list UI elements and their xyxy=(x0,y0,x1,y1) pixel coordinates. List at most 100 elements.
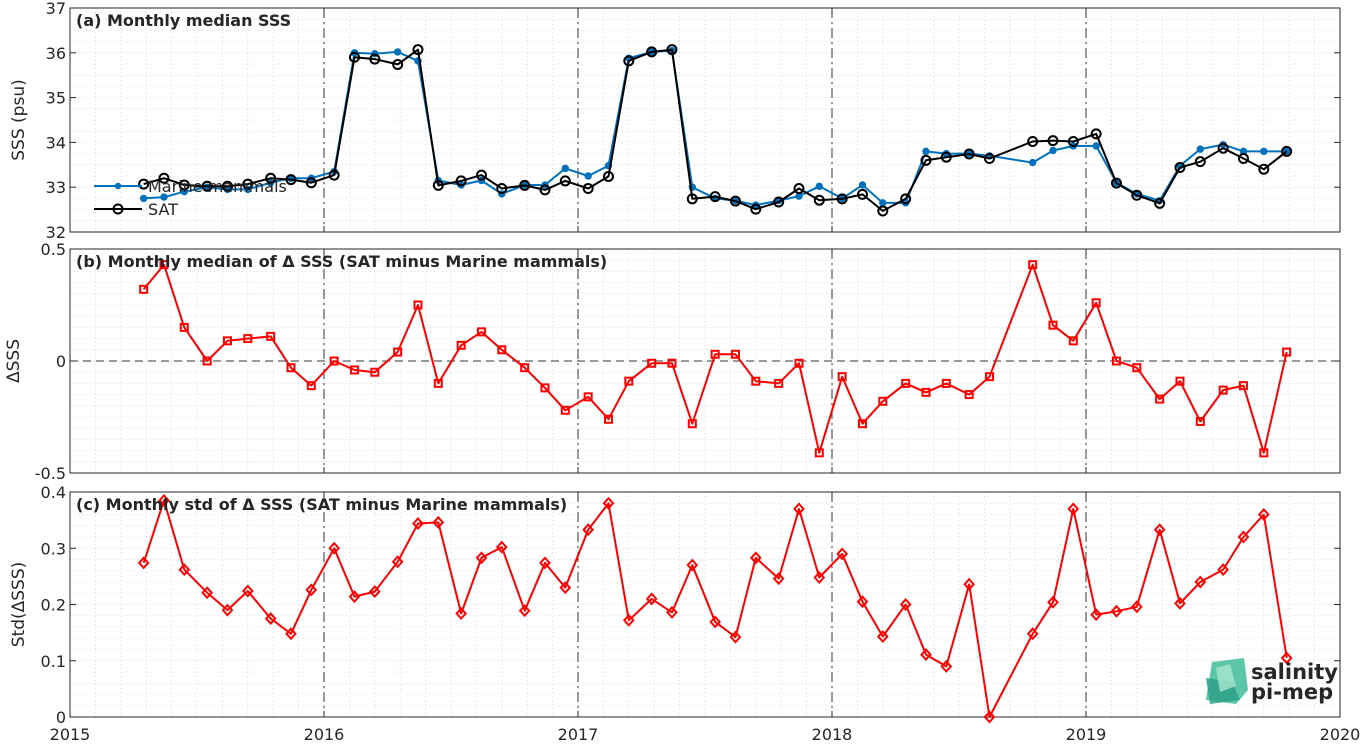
data-point xyxy=(1195,416,1205,426)
y-tick-label: 0.1 xyxy=(41,652,66,671)
data-point xyxy=(158,493,170,507)
data-point xyxy=(709,615,722,629)
data-point xyxy=(856,595,869,609)
y-tick-label: 0 xyxy=(56,352,66,371)
data-point xyxy=(475,169,487,181)
data-point xyxy=(1132,363,1142,373)
data-point xyxy=(877,205,889,217)
data-point xyxy=(159,260,169,270)
legend-marker xyxy=(112,203,124,215)
y-tick-label: 32 xyxy=(46,223,66,242)
data-point xyxy=(899,598,912,611)
data-point xyxy=(1237,153,1249,165)
data-point xyxy=(920,154,932,166)
data-point xyxy=(368,585,381,599)
data-point xyxy=(1218,385,1228,395)
x-tick-label: 2020 xyxy=(1320,725,1361,744)
data-point xyxy=(202,356,212,366)
data-point xyxy=(710,349,720,359)
data-point xyxy=(496,183,508,195)
y-tick-label: -0.5 xyxy=(35,464,66,483)
data-point xyxy=(370,367,380,377)
data-point xyxy=(624,376,634,386)
data-point xyxy=(730,349,740,359)
x-tick-label: 2019 xyxy=(1066,725,1107,744)
data-point xyxy=(328,541,341,555)
data-point xyxy=(369,53,381,65)
data-point xyxy=(921,387,931,397)
data-point xyxy=(519,179,531,191)
data-point xyxy=(729,195,741,207)
data-point xyxy=(561,164,569,173)
data-point xyxy=(623,55,635,67)
series-sat xyxy=(138,44,1293,217)
data-point xyxy=(560,405,570,415)
data-point xyxy=(815,182,823,191)
data-point xyxy=(1068,336,1078,346)
data-point xyxy=(901,378,911,388)
data-point xyxy=(773,196,785,208)
y-tick-label: 0.4 xyxy=(41,483,66,502)
legend-marker xyxy=(114,182,122,190)
data-point xyxy=(243,334,253,344)
data-point xyxy=(348,51,360,63)
data-point xyxy=(964,390,974,400)
data-point xyxy=(137,556,150,570)
data-point xyxy=(455,175,467,187)
data-point xyxy=(983,153,995,165)
x-tick-label: 2015 xyxy=(50,725,91,744)
data-point xyxy=(349,365,359,375)
data-point xyxy=(941,378,951,388)
data-point xyxy=(1217,142,1229,154)
data-point xyxy=(393,347,403,357)
data-point xyxy=(559,581,572,595)
data-point xyxy=(709,191,721,203)
x-tick-label: 2016 xyxy=(304,725,345,744)
data-point xyxy=(433,378,443,388)
panel-b: -0.5 0 0.5 ΔSSS (b) Monthly median of Δ SSS … xyxy=(4,240,1341,483)
data-point xyxy=(1047,135,1059,147)
data-point xyxy=(1237,530,1250,544)
data-point xyxy=(622,613,635,627)
y-tick-label: 0.5 xyxy=(41,240,66,259)
data-point xyxy=(520,363,530,373)
data-point xyxy=(1257,508,1270,521)
data-point xyxy=(813,571,826,584)
grid xyxy=(69,8,1341,232)
data-point xyxy=(158,172,170,184)
data-point xyxy=(837,372,847,382)
data-point xyxy=(1174,161,1186,173)
data-point xyxy=(900,193,912,205)
data-point xyxy=(772,572,785,586)
data-point xyxy=(1131,189,1143,201)
data-point xyxy=(241,584,254,598)
grid xyxy=(69,492,1341,717)
data-point xyxy=(1111,356,1121,366)
data-point xyxy=(686,558,699,572)
data-point xyxy=(984,372,994,382)
data-point xyxy=(222,336,232,346)
y-tick-label: 0.3 xyxy=(41,539,66,558)
data-point xyxy=(328,169,340,181)
series-diff xyxy=(139,260,1292,458)
data-point xyxy=(857,419,867,429)
data-point xyxy=(476,327,486,337)
data-point xyxy=(178,179,190,191)
data-point xyxy=(646,46,658,58)
data-point xyxy=(456,340,466,350)
data-point xyxy=(264,612,277,626)
data-point xyxy=(265,172,277,184)
data-point xyxy=(413,300,423,310)
data-point xyxy=(138,178,150,190)
data-point xyxy=(1047,595,1059,609)
data-point xyxy=(814,448,824,458)
data-point xyxy=(285,174,297,186)
data-point xyxy=(1154,197,1166,209)
data-point xyxy=(139,194,148,203)
y-axis-label: SSS (psu) xyxy=(9,79,29,160)
data-point xyxy=(286,363,296,373)
data-point xyxy=(750,203,762,215)
data-point xyxy=(774,378,784,388)
data-point xyxy=(1280,651,1293,665)
data-point xyxy=(836,547,849,561)
